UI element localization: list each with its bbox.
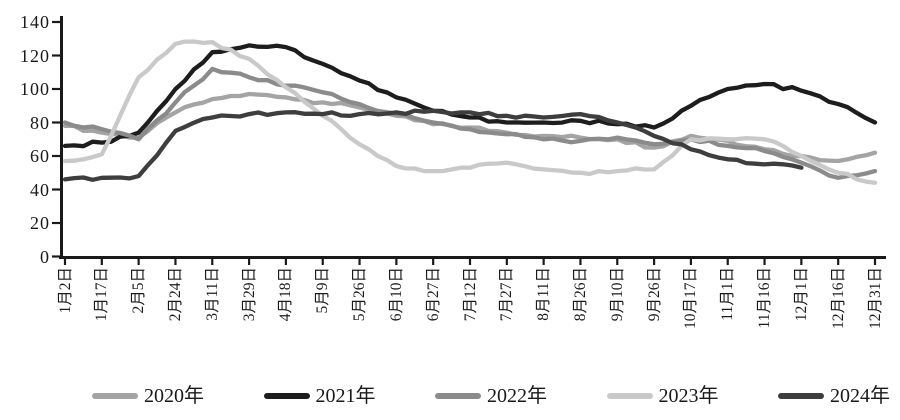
y-axis-tick-label: 20 (30, 213, 50, 233)
legend-item-2022年: 2022年 (435, 384, 547, 408)
legend-item-2021年: 2021年 (263, 384, 376, 408)
x-axis-tick-label: 9月26日 (645, 267, 663, 322)
y-axis-tick-label: 40 (30, 179, 50, 200)
legend-label: 2021年 (315, 385, 376, 407)
y-axis-tick-label: 0 (40, 246, 50, 267)
x-axis-tick-label: 5月26日 (351, 267, 369, 322)
series-line-2022年 (62, 66, 878, 180)
x-axis-tick-label: 2月24日 (166, 267, 184, 322)
series-line-2021年 (62, 43, 878, 149)
y-axis-tick-label: 60 (30, 146, 50, 166)
x-axis-tick-label: 12月16日 (829, 267, 847, 330)
x-axis-tick-label: 2月5日 (130, 267, 148, 314)
y-axis-tick-label: 140 (20, 12, 50, 32)
x-axis-tick-label: 7月27日 (498, 267, 516, 322)
x-axis-tick-label: 1月2日 (56, 267, 74, 314)
x-axis-tick-label: 10月17日 (682, 267, 700, 330)
axis-lines (59, 16, 886, 259)
x-axis-tick-label: 5月9日 (314, 267, 332, 314)
legend-label: 2024年 (830, 385, 890, 407)
legend-swatch (778, 393, 824, 399)
legend-swatch (263, 393, 310, 399)
legend-swatch (606, 393, 653, 399)
chart-legend: 2020年 2021年 2022年 2023年 2024年 (92, 384, 890, 408)
legend-label: 2020年 (144, 385, 204, 407)
legend-item-2024年: 2024年 (778, 384, 890, 408)
x-axis-tick-label: 8月11日 (535, 267, 553, 321)
x-axis-tick-label: 3月29日 (240, 267, 258, 322)
x-axis-tick-label: 1月17日 (93, 267, 111, 322)
y-axis-tick-label: 100 (20, 79, 50, 99)
x-axis-tick-label: 7月12日 (461, 267, 479, 322)
legend-item-2023年: 2023年 (606, 384, 719, 408)
x-axis-tick-label: 6月27日 (424, 267, 442, 322)
x-axis-tick-label: 11月16日 (756, 267, 774, 329)
legend-item-2020年: 2020年 (92, 384, 204, 408)
x-axis-tick-label: 9月10日 (608, 267, 626, 322)
x-axis-tick-label: 11月1日 (719, 267, 737, 321)
y-axis-tick-label: 80 (30, 112, 50, 133)
legend-label: 2023年 (658, 385, 719, 407)
x-axis-tick-label: 8月26日 (571, 267, 589, 322)
legend-swatch (92, 393, 138, 399)
legend-label: 2022年 (487, 385, 547, 407)
x-axis-tick-label: 4月18日 (277, 267, 295, 322)
series-line-2024年 (62, 108, 804, 182)
x-axis-tick-label: 3月11日 (203, 267, 221, 321)
legend-swatch (435, 393, 481, 399)
x-axis-tick-label: 12月31日 (866, 267, 884, 330)
x-axis-tick-label: 12月1日 (792, 267, 810, 322)
y-axis-tick-label: 120 (20, 45, 50, 66)
x-axis-tick-label: 6月10日 (387, 267, 405, 322)
series-line-2023年 (62, 39, 878, 185)
